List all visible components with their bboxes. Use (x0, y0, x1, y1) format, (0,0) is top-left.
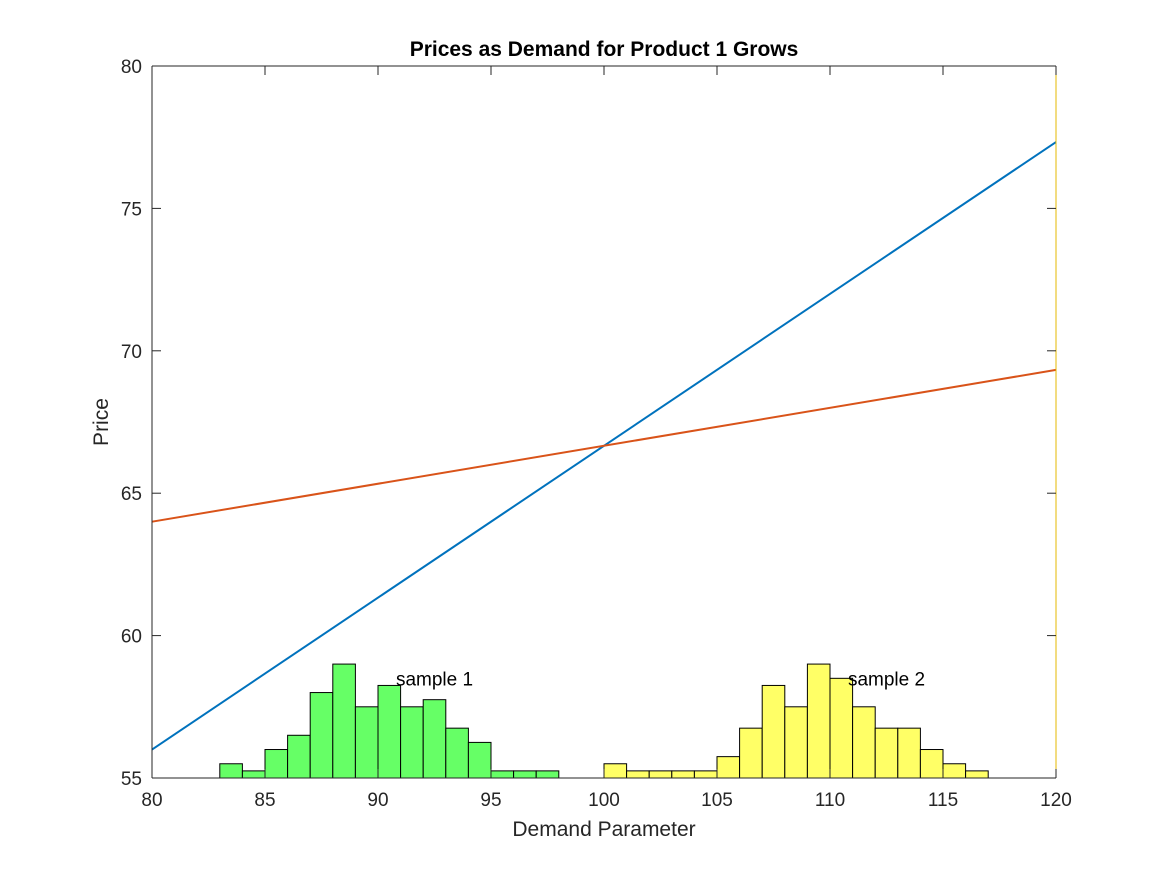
x-tick-label: 80 (141, 790, 162, 811)
histogram-bar-sample-1 (377, 684, 402, 779)
histogram-bar-sample-1 (241, 770, 266, 779)
histogram-bar-sample-1 (309, 692, 334, 779)
histogram-bar-sample-1 (287, 734, 311, 779)
histogram-bar-sample-1 (332, 663, 356, 779)
x-axis-label: Demand Parameter (512, 818, 695, 841)
histogram-bar-sample-2 (671, 770, 695, 779)
y-tick-label: 60 (121, 627, 142, 648)
x-tick-label: 120 (1040, 790, 1072, 811)
y-tick-label: 70 (121, 342, 142, 363)
x-tick-label: 85 (254, 790, 275, 811)
histogram-bar-sample-2 (693, 770, 718, 779)
histogram-bar-sample-2 (942, 763, 967, 779)
series-lines (151, 141, 1057, 751)
annotation-sample-2: sample 2 (848, 669, 925, 690)
y-axis-label: Price (90, 398, 113, 446)
histogram-bar-sample-1 (513, 770, 537, 779)
histogram-bar-sample-2 (897, 727, 921, 779)
histogram-bars (219, 663, 989, 779)
histogram-bar-sample-2 (626, 770, 650, 779)
histogram-bar-sample-1 (445, 727, 469, 779)
histogram-bar-sample-2 (965, 770, 989, 779)
histogram-bar-sample-2 (874, 727, 899, 779)
histogram-bar-sample-1 (354, 706, 379, 779)
y-tick-label: 80 (121, 57, 142, 78)
histogram-bar-sample-2 (716, 756, 741, 779)
histogram-bar-sample-1 (490, 770, 515, 779)
axis-ticks: 80 85 90 95 100 105 110 115 120 55 60 65 70 75 80 (121, 57, 1072, 811)
series-line-2 (151, 368, 1057, 523)
histogram-bar-sample-1 (467, 741, 492, 779)
histogram-bar-sample-2 (739, 727, 763, 779)
histogram-bar-sample-2 (919, 749, 944, 779)
histogram-bar-sample-1 (535, 770, 560, 779)
histogram-bar-sample-2 (806, 663, 831, 779)
x-tick-label: 90 (367, 790, 388, 811)
histogram-bar-sample-2 (829, 677, 854, 779)
y-tick-label: 55 (121, 769, 142, 790)
histogram-bar-sample-1 (422, 699, 447, 779)
x-tick-label: 100 (588, 790, 620, 811)
chart-title: Prices as Demand for Product 1 Grows (410, 38, 799, 61)
histogram-bar-sample-1 (400, 706, 424, 779)
plot-background (152, 66, 1056, 778)
x-tick-label: 105 (701, 790, 733, 811)
y-tick-label: 65 (121, 484, 142, 505)
histogram-bar-sample-1 (219, 763, 243, 779)
x-tick-label: 115 (928, 790, 958, 811)
x-tick-label: 110 (815, 790, 845, 811)
histogram-bar-sample-2 (603, 763, 628, 779)
histogram-bar-sample-2 (761, 684, 786, 779)
x-tick-label: 95 (480, 790, 501, 811)
histogram-bar-sample-1 (264, 749, 289, 779)
annotation-sample-1: sample 1 (396, 669, 473, 690)
histogram-bar-sample-2 (648, 770, 673, 779)
annotations: sample 1 sample 2 (396, 669, 925, 690)
y-tick-label: 75 (121, 199, 142, 220)
histogram-bar-sample-2 (852, 706, 876, 779)
histogram-bar-sample-2 (784, 706, 808, 779)
